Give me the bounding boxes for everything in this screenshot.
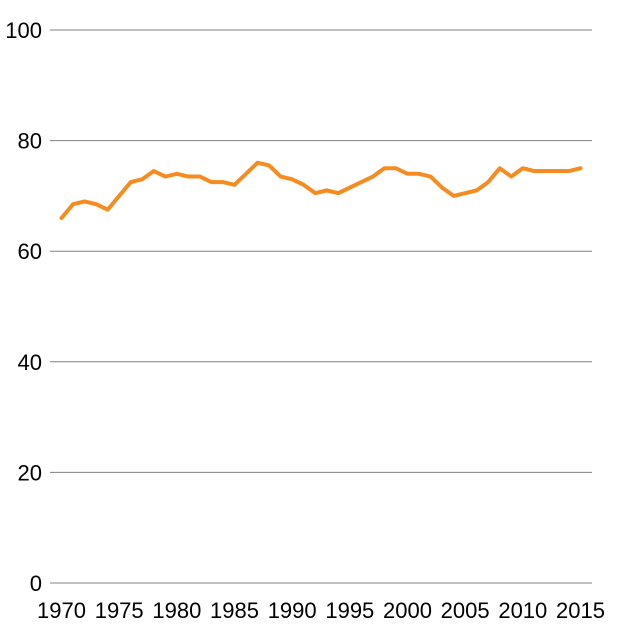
- x-tick-label: 1980: [152, 598, 201, 623]
- x-tick-label: 1985: [210, 598, 259, 623]
- x-tick-label: 1995: [325, 598, 374, 623]
- data-line-main: [59, 160, 583, 221]
- x-tick-label: 2010: [498, 598, 547, 623]
- x-tick-label: 1975: [95, 598, 144, 623]
- x-tick-label: 1970: [37, 598, 86, 623]
- y-tick-label: 0: [30, 571, 42, 596]
- x-tick-label: 2005: [441, 598, 490, 623]
- y-tick-label: 80: [18, 129, 42, 154]
- x-tick-label: 1990: [268, 598, 317, 623]
- y-tick-label: 20: [18, 460, 42, 485]
- x-tick-label: 2000: [383, 598, 432, 623]
- y-tick-label: 40: [18, 350, 42, 375]
- y-tick-label: 100: [5, 18, 42, 43]
- y-tick-label: 60: [18, 239, 42, 264]
- x-tick-label: 2015: [556, 598, 605, 623]
